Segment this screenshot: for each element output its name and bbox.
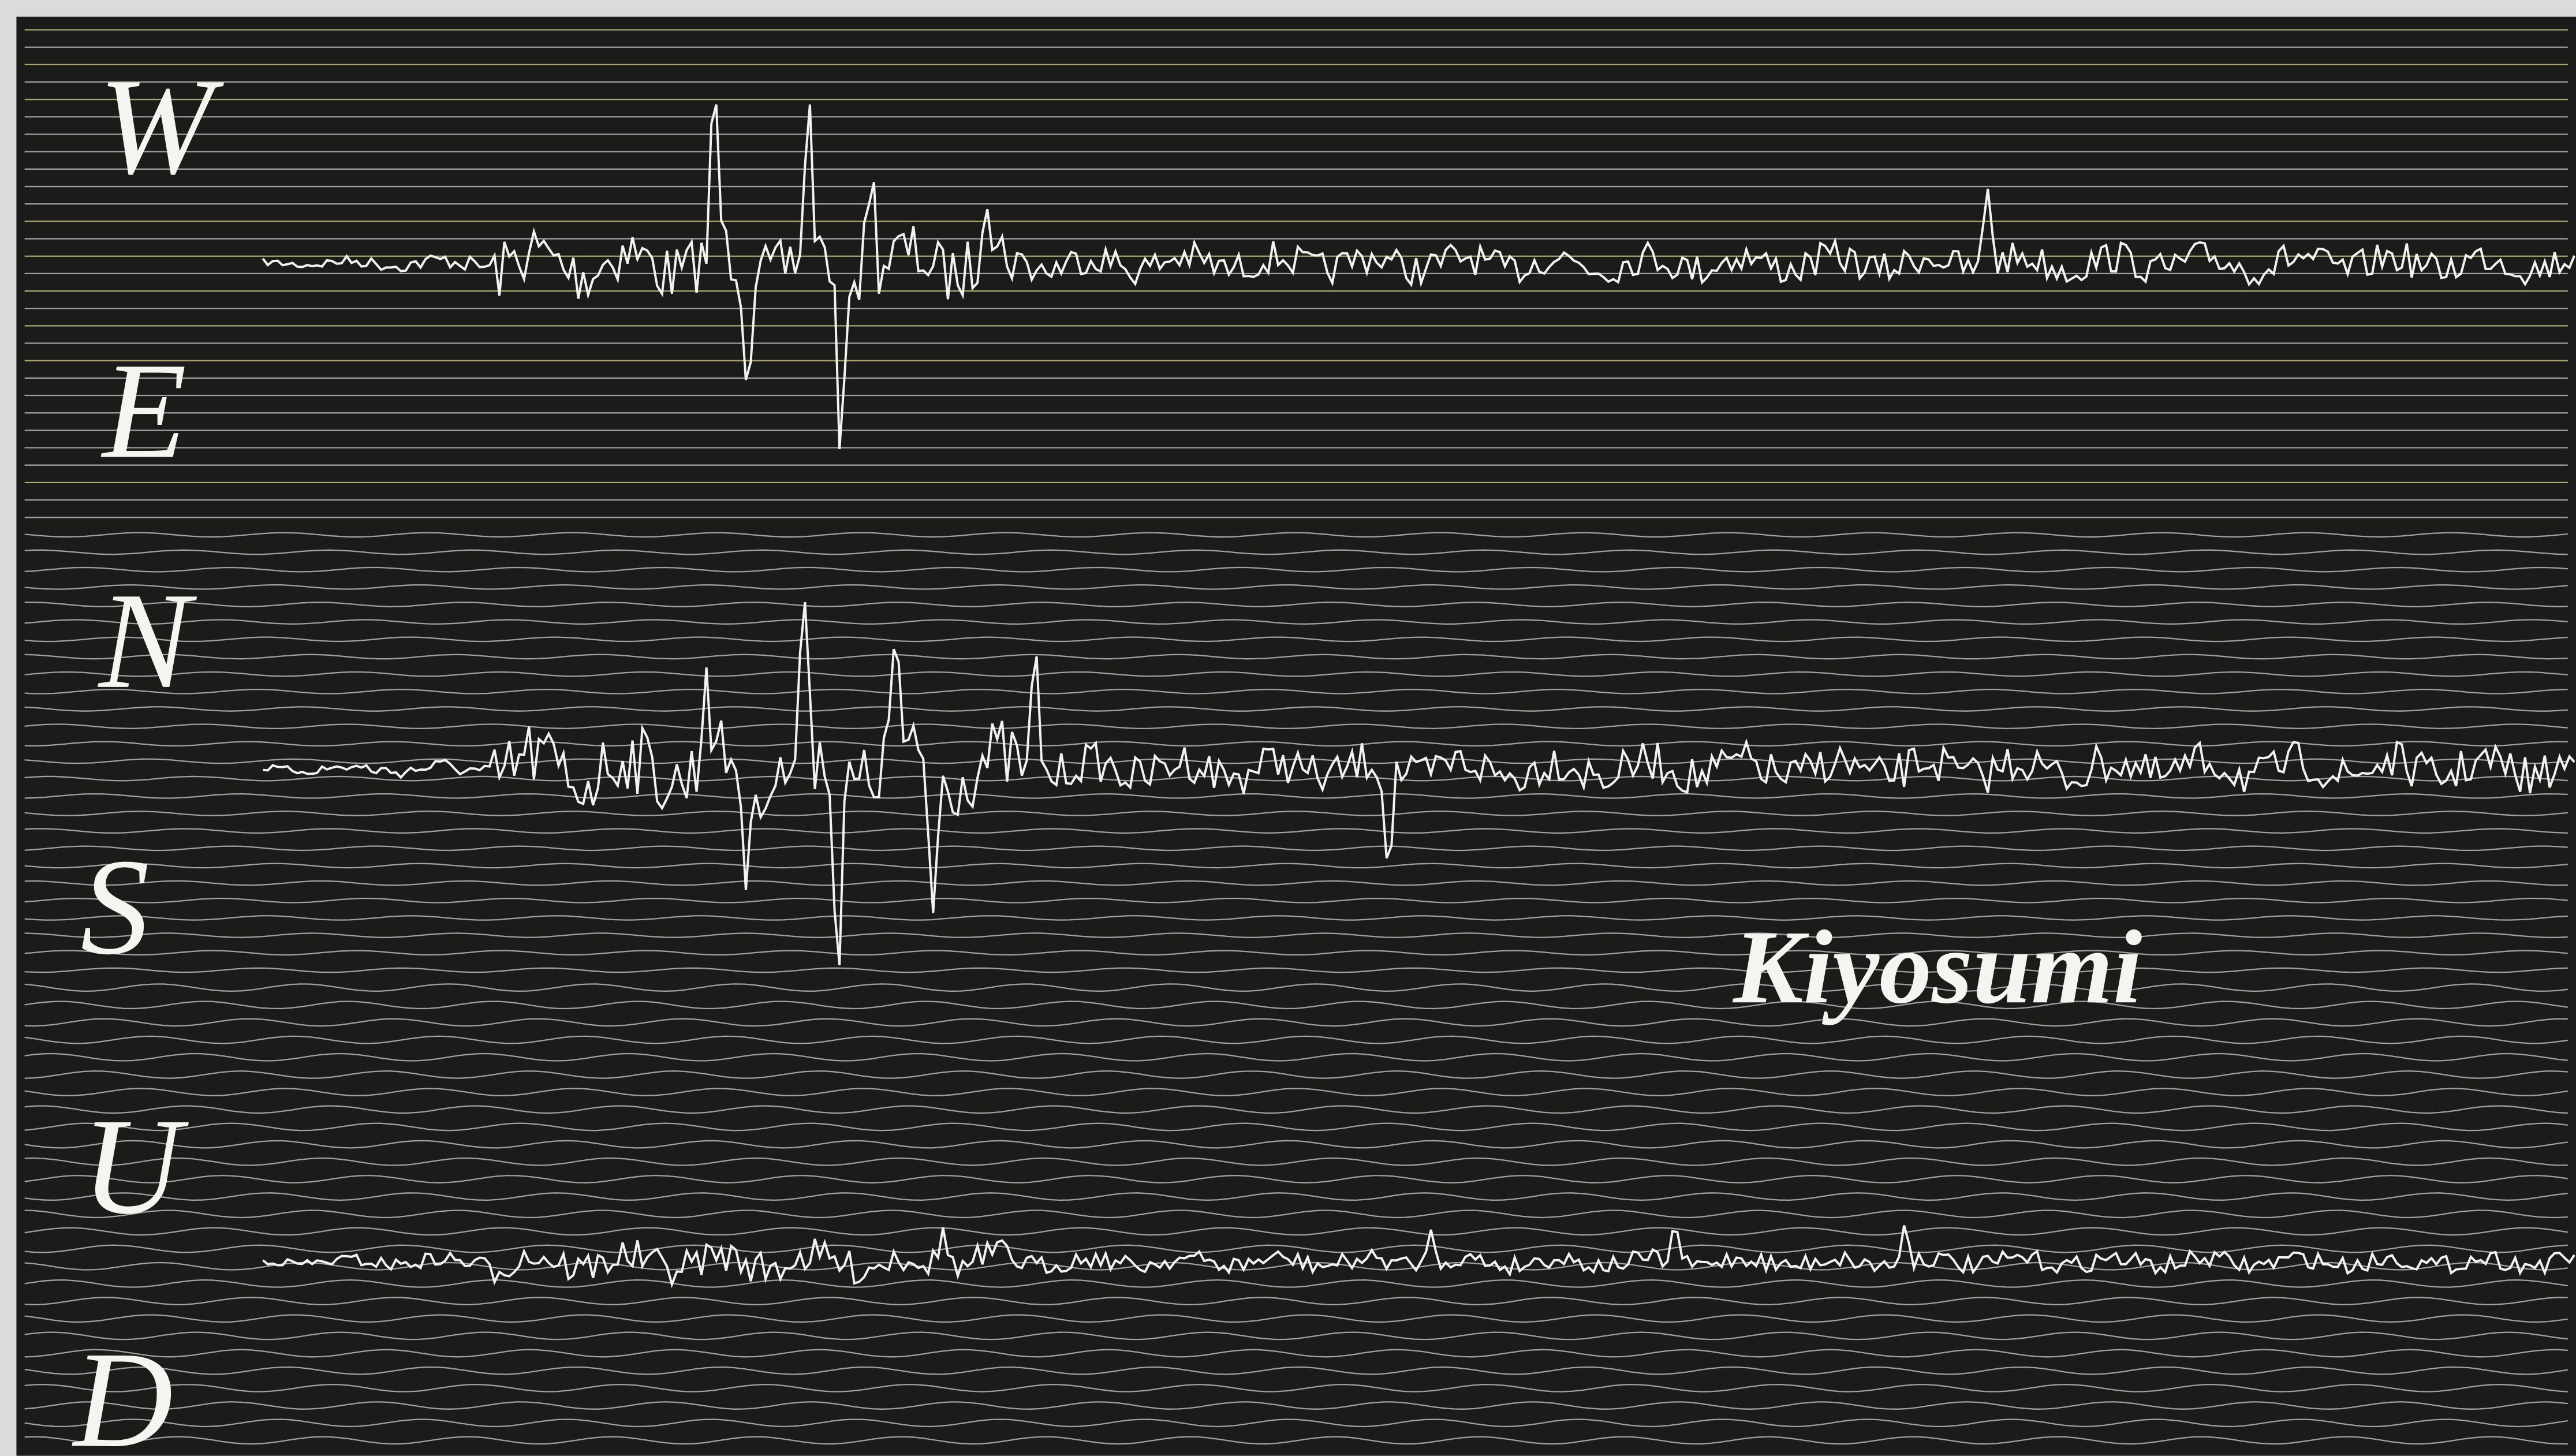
baseline — [24, 1052, 2568, 1062]
baseline — [24, 1314, 2568, 1323]
component-label: W — [99, 50, 225, 203]
trace — [262, 1225, 2575, 1289]
baseline — [24, 1140, 2568, 1149]
baseline — [24, 671, 2568, 677]
baseline — [24, 1105, 2568, 1114]
baseline — [24, 1175, 2568, 1184]
baseline — [24, 723, 2568, 729]
baseline — [24, 775, 2568, 782]
baseline — [24, 1018, 2568, 1027]
baseline — [24, 950, 2568, 956]
trace — [262, 104, 2576, 449]
baseline — [24, 1418, 2568, 1428]
baseline — [24, 967, 2568, 973]
baseline — [24, 1366, 2568, 1375]
baseline — [24, 1209, 2568, 1219]
baseline — [24, 1244, 2568, 1253]
baseline — [24, 1349, 2568, 1358]
baseline — [24, 1297, 2568, 1305]
baseline — [24, 1088, 2568, 1096]
baseline — [24, 983, 2568, 992]
baseline — [24, 1035, 2568, 1044]
baseline — [24, 1261, 2568, 1271]
component-label: N — [98, 564, 197, 717]
baseline — [24, 1070, 2568, 1079]
baseline — [24, 932, 2568, 938]
seismic-traces — [262, 104, 2576, 1289]
record-background — [16, 16, 2576, 1456]
baseline — [24, 1122, 2568, 1132]
baseline — [24, 1227, 2568, 1236]
baseline — [24, 1157, 2568, 1166]
baseline — [24, 532, 2568, 538]
component-label: U — [81, 1089, 189, 1242]
station-name: Kiyosumi — [1732, 909, 2142, 1025]
baseline — [24, 793, 2568, 799]
baseline — [24, 863, 2568, 869]
baseline — [24, 1192, 2568, 1201]
baseline — [24, 619, 2568, 625]
baseline — [24, 741, 2568, 747]
baseline — [24, 1401, 2568, 1410]
baseline — [24, 845, 2568, 852]
baseline — [24, 636, 2568, 643]
component-label: E — [100, 334, 186, 487]
baseline — [24, 1000, 2568, 1010]
component-label: S — [80, 830, 150, 983]
baseline — [24, 654, 2568, 660]
baseline — [24, 706, 2568, 712]
baseline — [24, 688, 2568, 695]
baseline — [24, 1436, 2568, 1445]
baseline — [24, 880, 2568, 886]
trace — [263, 602, 2575, 966]
baseline — [24, 1331, 2568, 1341]
trace-lines — [24, 29, 2568, 1445]
baseline — [24, 811, 2568, 816]
baseline — [24, 584, 2568, 590]
baseline — [24, 915, 2568, 921]
baseline — [24, 897, 2568, 904]
component-label: D — [72, 1323, 173, 1456]
baseline — [24, 549, 2568, 555]
baseline — [24, 566, 2568, 573]
baseline — [24, 1383, 2568, 1392]
baseline — [24, 828, 2568, 834]
baseline — [24, 1279, 2568, 1288]
baseline — [24, 602, 2568, 607]
